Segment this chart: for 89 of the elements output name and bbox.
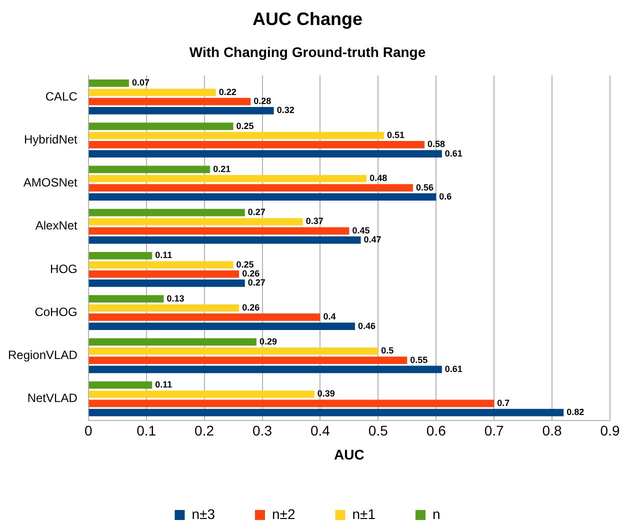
bar <box>88 98 251 106</box>
data-label: 0.11 <box>155 250 172 260</box>
y-tick-label: AMOSNet <box>23 176 78 190</box>
bar <box>88 381 152 389</box>
bar <box>88 174 367 182</box>
bar <box>88 166 210 174</box>
bar <box>88 408 564 416</box>
data-label: 0.11 <box>155 380 172 390</box>
bar <box>88 338 256 346</box>
data-label: 0.22 <box>218 86 236 97</box>
legend-label: n±3 <box>192 506 216 522</box>
data-label: 0.25 <box>236 259 254 270</box>
data-label: 0.26 <box>242 268 260 279</box>
data-label: 0.61 <box>444 364 462 374</box>
data-label: 0.56 <box>416 182 434 192</box>
data-label: 0.7 <box>497 398 510 408</box>
data-label: 0.25 <box>236 120 254 131</box>
y-tick-label: HybridNet <box>24 132 78 146</box>
bar <box>88 193 436 201</box>
bar <box>88 80 129 87</box>
bar <box>88 270 240 278</box>
bar <box>88 150 442 158</box>
x-tick-label: 0.3 <box>252 422 272 439</box>
y-tick-label: RegionVLAD <box>8 348 78 362</box>
data-label: 0.48 <box>370 173 388 184</box>
bar <box>88 390 314 398</box>
data-label: 0.5 <box>381 346 394 356</box>
x-tick-label: 0.9 <box>600 422 620 439</box>
x-tick-label: 0.6 <box>426 422 446 439</box>
data-label: 0.27 <box>248 207 266 218</box>
x-tick-label: 0.7 <box>484 422 504 439</box>
x-axis-title: AUC <box>334 446 364 462</box>
data-label: 0.07 <box>132 78 150 88</box>
x-tick-label: 0 <box>84 422 92 439</box>
data-label: 0.39 <box>317 388 335 399</box>
x-tick-label: 0.4 <box>310 422 330 439</box>
chart-subtitle: With Changing Ground-truth Range <box>189 44 426 60</box>
bar <box>88 132 384 140</box>
data-label: 0.46 <box>358 320 376 331</box>
data-label: 0.26 <box>242 302 260 312</box>
bar <box>88 347 378 355</box>
bar <box>88 295 164 303</box>
x-tick-label: 0.5 <box>368 422 388 439</box>
bar <box>88 304 240 312</box>
y-tick-label: AlexNet <box>35 218 78 233</box>
data-label: 0.82 <box>566 407 584 418</box>
bar <box>88 280 245 287</box>
y-tick-label: NetVLAD <box>27 391 78 406</box>
data-label: 0.45 <box>352 225 370 236</box>
data-label: 0.21 <box>213 164 231 174</box>
x-tick-label: 0.8 <box>542 422 562 439</box>
bar <box>88 322 355 330</box>
bar <box>88 107 274 114</box>
data-label: 0.51 <box>386 130 404 140</box>
bar <box>88 366 442 374</box>
bar <box>88 141 425 148</box>
legend-label: n±1 <box>352 506 376 522</box>
y-tick-label: CoHOG <box>34 304 78 319</box>
bar <box>88 261 234 269</box>
x-tick-label: 0.1 <box>136 422 156 439</box>
bar <box>88 208 245 216</box>
data-label: 0.27 <box>248 278 266 288</box>
bar <box>88 218 303 226</box>
bar <box>88 184 413 192</box>
data-label: 0.4 <box>323 312 336 322</box>
bar <box>88 252 152 260</box>
data-label: 0.6 <box>439 191 452 202</box>
chart-title: AUC Change <box>252 8 363 29</box>
data-label: 0.28 <box>254 96 272 106</box>
y-tick-label: CALC <box>45 89 78 104</box>
data-label: 0.55 <box>410 354 428 365</box>
data-label: 0.47 <box>364 234 382 245</box>
data-label: 0.13 <box>166 293 184 304</box>
y-tick-label: HOG <box>50 262 78 276</box>
data-label: 0.61 <box>444 148 462 158</box>
data-label: 0.32 <box>276 105 294 116</box>
bar <box>88 400 494 408</box>
bar <box>88 356 408 364</box>
bar <box>88 122 234 130</box>
data-label: 0.58 <box>428 139 446 150</box>
legend-label: n±2 <box>272 506 296 522</box>
x-tick-label: 0.2 <box>194 422 214 439</box>
data-label: 0.29 <box>259 336 277 346</box>
bar <box>88 227 350 235</box>
data-label: 0.37 <box>306 216 324 226</box>
bar <box>88 236 361 244</box>
bar <box>88 88 216 96</box>
legend-label: n <box>432 506 440 522</box>
bar <box>88 314 320 321</box>
